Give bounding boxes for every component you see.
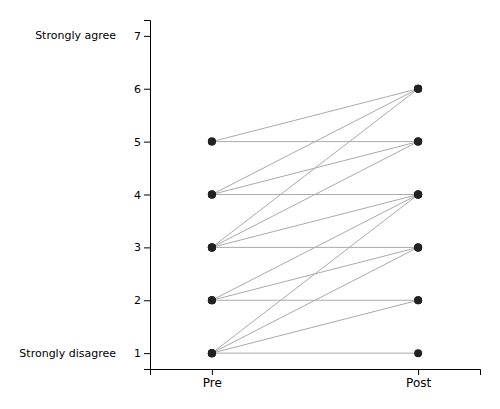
dot <box>414 85 422 93</box>
dot <box>414 243 422 251</box>
y-tick: 3 <box>134 241 150 254</box>
dot <box>414 138 422 146</box>
slope-line <box>212 89 418 248</box>
dot <box>208 243 216 251</box>
slope-line <box>212 141 418 142</box>
y-tick: 2 <box>134 294 150 307</box>
y-tick-mark <box>144 142 150 143</box>
y-tick: 5 <box>134 136 150 149</box>
plot: 1 2 3 4 5 6 7 Pre Post Strongly agree Strongly dis… <box>19 21 480 390</box>
y-axis-line <box>144 21 151 370</box>
dot <box>208 138 216 146</box>
dot <box>414 296 422 304</box>
x-axis-line <box>151 370 481 376</box>
slope-line <box>212 247 418 248</box>
y-tick-mark <box>144 300 150 301</box>
slope-line <box>212 89 418 195</box>
y-tick-label: 1 <box>134 347 141 360</box>
annotation: Strongly disagree <box>19 347 116 360</box>
slope-line <box>212 195 418 301</box>
y-tick: 4 <box>134 189 150 202</box>
dot <box>414 138 422 146</box>
slope-line <box>212 142 418 195</box>
dot <box>208 243 216 251</box>
dot <box>208 349 216 357</box>
dot <box>208 349 216 357</box>
dot <box>414 243 422 251</box>
slope-line <box>212 194 418 195</box>
slope-line <box>212 89 418 142</box>
marks <box>208 85 422 357</box>
annotations: Strongly agree Strongly disagree <box>19 29 116 359</box>
dot <box>208 296 216 304</box>
y-tick-label: 5 <box>134 136 141 149</box>
y-tick-mark <box>144 89 150 90</box>
slope-line <box>212 353 418 354</box>
dot <box>414 138 422 146</box>
dot <box>208 243 216 251</box>
y-tick-label: 3 <box>134 241 141 254</box>
x-tick: Post <box>406 369 431 390</box>
x-axis: Pre Post <box>151 369 481 390</box>
dot <box>414 85 422 93</box>
y-tick: 7 <box>134 30 150 43</box>
y-tick-label: 6 <box>134 83 141 96</box>
lines <box>212 89 418 353</box>
y-tick: 6 <box>134 83 150 96</box>
dot <box>208 191 216 199</box>
y-tick-mark <box>144 353 150 354</box>
dots <box>208 85 422 357</box>
slope-line <box>212 142 418 248</box>
slope-line <box>212 195 418 354</box>
y-tick: 1 <box>134 347 150 360</box>
dot <box>414 191 422 199</box>
dot <box>414 191 422 199</box>
dot <box>208 296 216 304</box>
dot <box>208 191 216 199</box>
x-tick: Pre <box>203 369 222 390</box>
dot <box>208 349 216 357</box>
y-tick-mark <box>144 195 150 196</box>
chart-container: 1 2 3 4 5 6 7 Pre Post Strongly agree Strongly dis… <box>0 0 500 409</box>
y-tick-mark <box>144 247 150 248</box>
dot <box>414 191 422 199</box>
slope-line <box>212 195 418 248</box>
slope-line <box>212 300 418 301</box>
y-tick-mark <box>144 36 150 37</box>
x-tick-mark <box>418 369 419 375</box>
x-tick-label: Post <box>406 376 431 390</box>
y-tick-label: 2 <box>134 294 141 307</box>
dot <box>414 349 422 357</box>
x-tick-label: Pre <box>203 376 222 390</box>
dot <box>208 349 216 357</box>
dot <box>414 191 422 199</box>
y-axis: 1 2 3 4 5 6 7 <box>134 21 151 370</box>
slope-line <box>212 247 418 300</box>
slope-line <box>212 247 418 353</box>
y-tick-label: 4 <box>134 189 141 202</box>
dot <box>208 243 216 251</box>
dot <box>414 296 422 304</box>
dot <box>414 243 422 251</box>
dot <box>208 138 216 146</box>
x-tick-mark <box>212 369 213 375</box>
slope-line <box>212 300 418 353</box>
dot <box>208 296 216 304</box>
dot <box>414 85 422 93</box>
annotation: Strongly agree <box>35 29 116 42</box>
y-tick-label: 7 <box>134 30 141 43</box>
chart-svg: 1 2 3 4 5 6 7 Pre Post Strongly agree Strongly dis… <box>0 0 500 409</box>
dot <box>208 191 216 199</box>
